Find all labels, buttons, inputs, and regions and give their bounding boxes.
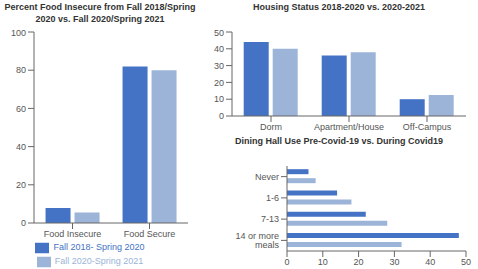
svg-text:14 or moremeals: 14 or moremeals bbox=[235, 231, 279, 250]
svg-text:Apartment/House: Apartment/House bbox=[314, 122, 384, 132]
svg-text:Food Secure: Food Secure bbox=[124, 229, 176, 239]
svg-text:10: 10 bbox=[214, 94, 224, 104]
svg-text:Food Insecure: Food Insecure bbox=[44, 229, 102, 239]
svg-text:20: 20 bbox=[354, 257, 364, 267]
html-text:Percent Food Insecure from Fal: Percent Food Insecure from Fall 2018/Spr… bbox=[4, 2, 196, 24]
svg-text:0: 0 bbox=[219, 111, 224, 121]
svg-text:0: 0 bbox=[21, 218, 26, 228]
svg-text:1-6: 1-6 bbox=[266, 193, 279, 203]
svg-text:0: 0 bbox=[284, 257, 289, 267]
svg-text:40: 40 bbox=[16, 142, 26, 152]
svg-text:Never: Never bbox=[255, 172, 279, 182]
html-text:Housing Status 2018-2020 vs. 2: Housing Status 2018-2020 vs. 2020-2021 bbox=[252, 2, 425, 12]
svg-text:Dorm: Dorm bbox=[260, 122, 282, 132]
svg-text:60: 60 bbox=[16, 104, 26, 114]
html-text:Dining Hall Use Pre-Covid-19 v: Dining Hall Use Pre-Covid-19 vs. During … bbox=[235, 136, 443, 146]
svg-text:50: 50 bbox=[461, 257, 471, 267]
html-text:Fall 2020-Spring 2021: Fall 2020-Spring 2021 bbox=[54, 256, 144, 267]
svg-text:50: 50 bbox=[214, 28, 224, 38]
svg-text:7-13: 7-13 bbox=[261, 214, 279, 224]
svg-text:20: 20 bbox=[16, 180, 26, 190]
html-text:Fall 2018- Spring 2020: Fall 2018- Spring 2020 bbox=[53, 242, 145, 253]
svg-text:40: 40 bbox=[425, 257, 435, 267]
svg-text:20: 20 bbox=[214, 78, 224, 88]
svg-text:30: 30 bbox=[214, 61, 224, 71]
svg-text:10: 10 bbox=[318, 257, 328, 267]
svg-text:30: 30 bbox=[389, 257, 399, 267]
svg-text:40: 40 bbox=[214, 44, 224, 54]
svg-text:Off-Campus: Off-Campus bbox=[403, 122, 452, 132]
svg-text:100: 100 bbox=[11, 28, 26, 38]
svg-text:80: 80 bbox=[16, 65, 26, 75]
